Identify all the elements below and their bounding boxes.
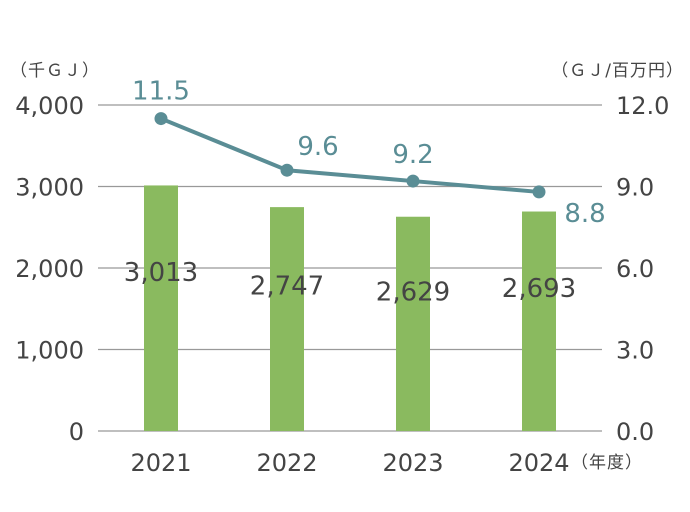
intensity-line [160, 116, 540, 194]
left-tick-label: 2,000 [15, 255, 84, 283]
axes: （千ＧＪ） （ＧＪ/百万円） （年度） 0 1,000 2,000 3,000 4,00… [10, 61, 684, 477]
gridlines [98, 104, 602, 432]
line-point [280, 163, 294, 177]
right-tick-label: 3.0 [616, 337, 654, 365]
bar-data-label: 3,013 [124, 258, 198, 288]
line-data-label: 9.2 [392, 140, 433, 170]
right-tick-label: 6.0 [616, 255, 654, 283]
line-point [154, 112, 168, 126]
left-tick-label: 1,000 [15, 337, 84, 365]
x-tick-label: 2023 [382, 449, 443, 477]
line-series [154, 112, 546, 199]
right-axis-unit: （ＧＪ/百万円） [551, 61, 684, 81]
bar [396, 216, 430, 431]
x-axis-unit: （年度） [571, 453, 643, 473]
bars [144, 185, 556, 431]
right-tick-label: 0.0 [616, 418, 654, 446]
x-tick-label: 2024 [508, 449, 569, 477]
left-axis-unit: （千ＧＪ） [10, 61, 100, 81]
x-tick-label: 2021 [130, 449, 191, 477]
right-tick-label: 12.0 [616, 92, 669, 120]
bar [144, 185, 178, 431]
bar-data-label: 2,693 [502, 274, 576, 304]
line-data-label: 8.8 [564, 199, 605, 229]
data-labels: 3,013 2,747 2,629 2,693 11.5 9.6 9.2 8.8 [124, 77, 606, 308]
line-data-label: 9.6 [297, 132, 338, 162]
bar-data-label: 2,747 [250, 271, 324, 301]
left-tick-label: 3,000 [15, 174, 84, 202]
line-point [532, 185, 546, 199]
x-tick-label: 2022 [256, 449, 317, 477]
line-point [406, 174, 420, 188]
line-data-label: 11.5 [132, 77, 190, 107]
bar [522, 211, 556, 431]
right-tick-label: 9.0 [616, 174, 654, 202]
bar-data-label: 2,629 [376, 277, 450, 307]
left-tick-label: 0 [69, 418, 84, 446]
left-tick-label: 4,000 [15, 92, 84, 120]
bar [270, 207, 304, 431]
